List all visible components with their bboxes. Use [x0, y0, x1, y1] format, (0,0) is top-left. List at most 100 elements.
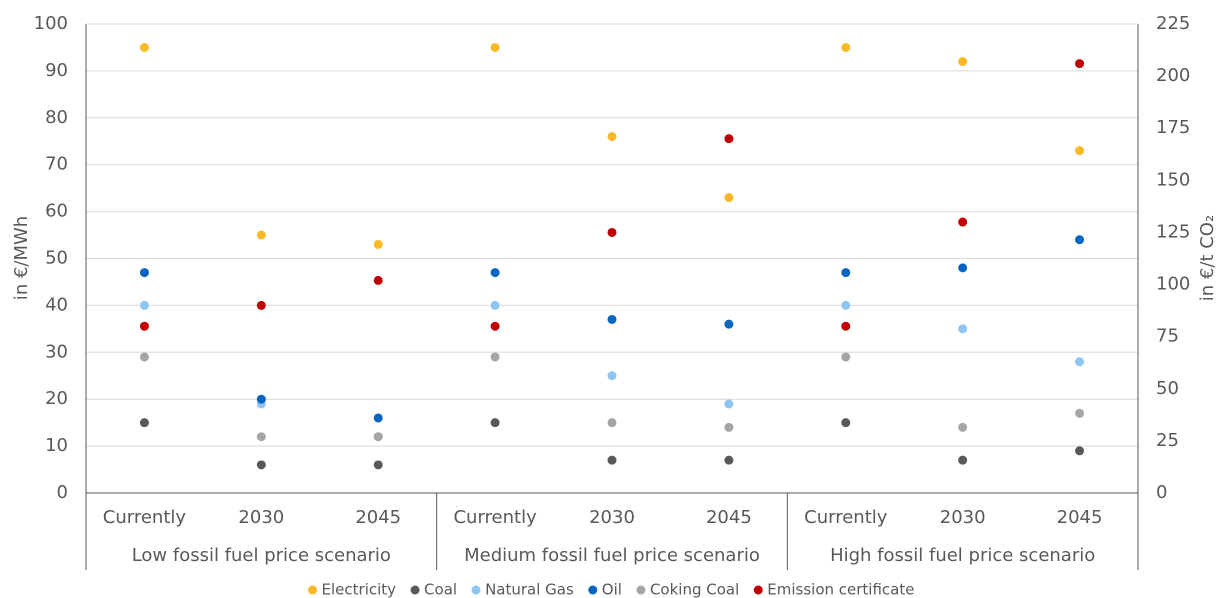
dot: [958, 455, 968, 465]
dot: [139, 418, 149, 428]
dot: [724, 193, 734, 203]
legend-marker: [308, 585, 318, 595]
dot: [139, 352, 149, 362]
x-tick-label: 2045: [1057, 507, 1103, 528]
legend-marker: [636, 585, 646, 595]
dot: [490, 352, 500, 362]
x-tick-label: Currently: [453, 507, 537, 528]
group-label: Medium fossil fuel price scenario: [464, 545, 760, 566]
dot: [256, 460, 266, 470]
dot: [139, 42, 149, 52]
dot: [724, 399, 734, 409]
y2-tick-label: 25: [1156, 430, 1179, 451]
group-label: High fossil fuel price scenario: [830, 545, 1095, 566]
y-tick-label: 20: [45, 388, 68, 409]
dot: [607, 227, 617, 237]
y2-tick-label: 75: [1156, 326, 1179, 347]
y2-tick-label: 100: [1156, 274, 1190, 295]
dot: [607, 455, 617, 465]
x-tick-label: 2030: [238, 507, 284, 528]
legend-label: Coking Coal: [650, 581, 739, 598]
dot: [1075, 146, 1085, 156]
dot: [958, 57, 968, 67]
dot: [139, 321, 149, 331]
dot: [139, 268, 149, 278]
dot: [139, 300, 149, 310]
y-tick-label: 40: [45, 294, 68, 315]
dot: [490, 42, 500, 52]
y-tick-label: 100: [34, 13, 68, 34]
y2-tick-label: 175: [1156, 117, 1190, 138]
y-tick-label: 80: [45, 107, 68, 128]
y-tick-label: 0: [57, 482, 68, 503]
dot: [724, 455, 734, 465]
dot: [607, 132, 617, 142]
dot: [607, 314, 617, 324]
group-label: Low fossil fuel price scenario: [132, 545, 391, 566]
dot: [607, 418, 617, 428]
dot: [841, 321, 851, 331]
dot: [490, 300, 500, 310]
dot: [373, 275, 383, 285]
dot: [958, 422, 968, 432]
y-tick-label: 30: [45, 341, 68, 362]
y2-tick-label: 200: [1156, 65, 1190, 86]
x-tick-label: Currently: [103, 507, 187, 528]
legend-marker: [588, 585, 598, 595]
y2-tick-label: 225: [1156, 13, 1190, 34]
x-tick-label: 2045: [706, 507, 752, 528]
dot: [490, 418, 500, 428]
dot: [373, 239, 383, 249]
dot: [958, 263, 968, 273]
dot: [1075, 357, 1085, 367]
dot: [841, 300, 851, 310]
dot: [256, 394, 266, 404]
legend-label: Coal: [424, 581, 457, 598]
legend-label: Natural Gas: [485, 581, 574, 598]
dot: [1075, 59, 1085, 69]
dot: [256, 432, 266, 442]
x-tick-label: Currently: [804, 507, 888, 528]
dot: [841, 352, 851, 362]
dot: [373, 432, 383, 442]
dot: [724, 319, 734, 329]
dot: [490, 321, 500, 331]
y-tick-label: 70: [45, 154, 68, 175]
dot: [724, 422, 734, 432]
legend-label: Emission certificate: [767, 581, 914, 598]
legend-label: Oil: [602, 581, 622, 598]
legend-marker: [753, 585, 763, 595]
dot: [256, 300, 266, 310]
dot: [1075, 235, 1085, 245]
x-tick-label: 2030: [940, 507, 986, 528]
x-tick-label: 2030: [589, 507, 635, 528]
dot: [256, 230, 266, 240]
y2-axis-label: in €/t CO₂: [1197, 215, 1218, 301]
dot: [490, 268, 500, 278]
legend-marker: [471, 585, 481, 595]
legend-marker: [410, 585, 420, 595]
y2-tick-label: 50: [1156, 378, 1179, 399]
legend-label: Electricity: [322, 581, 397, 598]
y-tick-label: 90: [45, 60, 68, 81]
dot: [373, 413, 383, 423]
dot: [607, 371, 617, 381]
y-axis-label: in €/MWh: [11, 216, 32, 300]
y-tick-label: 10: [45, 435, 68, 456]
y2-tick-label: 125: [1156, 221, 1190, 242]
dot: [841, 268, 851, 278]
dot: [958, 324, 968, 334]
x-tick-label: 2045: [355, 507, 401, 528]
dot: [1075, 446, 1085, 456]
dot: [1075, 408, 1085, 418]
dot: [841, 42, 851, 52]
dot: [724, 134, 734, 144]
dot: [958, 217, 968, 227]
y-tick-label: 50: [45, 248, 68, 269]
y2-tick-label: 150: [1156, 169, 1190, 190]
y-tick-label: 60: [45, 201, 68, 222]
y2-tick-label: 0: [1156, 482, 1167, 503]
dot: [841, 418, 851, 428]
dot: [373, 460, 383, 470]
